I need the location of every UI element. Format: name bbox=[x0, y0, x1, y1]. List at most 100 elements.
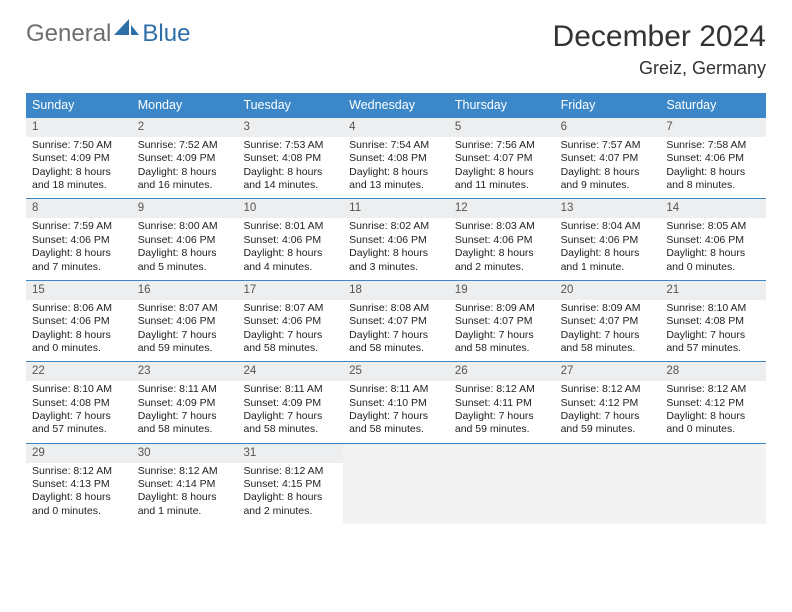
daylight-line1: Daylight: 8 hours bbox=[138, 247, 232, 260]
day-number: 27 bbox=[555, 362, 661, 381]
sunset-text: Sunset: 4:12 PM bbox=[561, 397, 655, 410]
sunset-text: Sunset: 4:07 PM bbox=[455, 152, 549, 165]
month-title: December 2024 bbox=[553, 20, 766, 54]
header: General Blue December 2024 Greiz, German… bbox=[26, 20, 766, 79]
dow-sunday: Sunday bbox=[26, 93, 132, 117]
day-number: 18 bbox=[343, 281, 449, 300]
day-number: 24 bbox=[237, 362, 343, 381]
sunrise-text: Sunrise: 8:02 AM bbox=[349, 220, 443, 233]
day-number: 11 bbox=[343, 199, 449, 218]
daylight-line2: and 58 minutes. bbox=[349, 423, 443, 436]
sunrise-text: Sunrise: 8:12 AM bbox=[666, 383, 760, 396]
logo-sail-icon bbox=[114, 17, 140, 37]
day-cell: 23Sunrise: 8:11 AMSunset: 4:09 PMDayligh… bbox=[132, 362, 238, 442]
day-number: 23 bbox=[132, 362, 238, 381]
daylight-line1: Daylight: 8 hours bbox=[666, 166, 760, 179]
daylight-line1: Daylight: 8 hours bbox=[243, 247, 337, 260]
sunrise-text: Sunrise: 8:01 AM bbox=[243, 220, 337, 233]
day-cell: 19Sunrise: 8:09 AMSunset: 4:07 PMDayligh… bbox=[449, 281, 555, 361]
daylight-line2: and 4 minutes. bbox=[243, 261, 337, 274]
day-body: Sunrise: 8:04 AMSunset: 4:06 PMDaylight:… bbox=[555, 218, 661, 280]
day-cell: 26Sunrise: 8:12 AMSunset: 4:11 PMDayligh… bbox=[449, 362, 555, 442]
day-cell bbox=[660, 444, 766, 524]
sunset-text: Sunset: 4:09 PM bbox=[138, 152, 232, 165]
daylight-line1: Daylight: 7 hours bbox=[666, 329, 760, 342]
daylight-line2: and 7 minutes. bbox=[32, 261, 126, 274]
day-cell: 6Sunrise: 7:57 AMSunset: 4:07 PMDaylight… bbox=[555, 118, 661, 198]
day-number: 19 bbox=[449, 281, 555, 300]
day-body: Sunrise: 8:08 AMSunset: 4:07 PMDaylight:… bbox=[343, 300, 449, 362]
day-body: Sunrise: 7:52 AMSunset: 4:09 PMDaylight:… bbox=[132, 137, 238, 199]
week-row: 15Sunrise: 8:06 AMSunset: 4:06 PMDayligh… bbox=[26, 280, 766, 361]
day-cell: 1Sunrise: 7:50 AMSunset: 4:09 PMDaylight… bbox=[26, 118, 132, 198]
day-number: 10 bbox=[237, 199, 343, 218]
daylight-line1: Daylight: 8 hours bbox=[32, 166, 126, 179]
sunset-text: Sunset: 4:13 PM bbox=[32, 478, 126, 491]
day-body: Sunrise: 7:57 AMSunset: 4:07 PMDaylight:… bbox=[555, 137, 661, 199]
sunrise-text: Sunrise: 8:09 AM bbox=[561, 302, 655, 315]
day-number: 3 bbox=[237, 118, 343, 137]
dow-wednesday: Wednesday bbox=[343, 93, 449, 117]
day-body: Sunrise: 8:02 AMSunset: 4:06 PMDaylight:… bbox=[343, 218, 449, 280]
day-cell: 3Sunrise: 7:53 AMSunset: 4:08 PMDaylight… bbox=[237, 118, 343, 198]
day-number bbox=[449, 444, 555, 463]
sunrise-text: Sunrise: 8:06 AM bbox=[32, 302, 126, 315]
dow-thursday: Thursday bbox=[449, 93, 555, 117]
sunset-text: Sunset: 4:06 PM bbox=[138, 234, 232, 247]
daylight-line2: and 1 minute. bbox=[138, 505, 232, 518]
day-body: Sunrise: 8:12 AMSunset: 4:14 PMDaylight:… bbox=[132, 463, 238, 525]
sunrise-text: Sunrise: 8:12 AM bbox=[455, 383, 549, 396]
sunrise-text: Sunrise: 7:56 AM bbox=[455, 139, 549, 152]
day-cell bbox=[555, 444, 661, 524]
daylight-line2: and 58 minutes. bbox=[455, 342, 549, 355]
sunrise-text: Sunrise: 7:59 AM bbox=[32, 220, 126, 233]
daylight-line1: Daylight: 7 hours bbox=[32, 410, 126, 423]
sunrise-text: Sunrise: 7:58 AM bbox=[666, 139, 760, 152]
sunset-text: Sunset: 4:06 PM bbox=[32, 234, 126, 247]
sunset-text: Sunset: 4:06 PM bbox=[243, 315, 337, 328]
day-number: 7 bbox=[660, 118, 766, 137]
day-body: Sunrise: 8:12 AMSunset: 4:12 PMDaylight:… bbox=[555, 381, 661, 443]
day-cell: 13Sunrise: 8:04 AMSunset: 4:06 PMDayligh… bbox=[555, 199, 661, 279]
day-cell: 14Sunrise: 8:05 AMSunset: 4:06 PMDayligh… bbox=[660, 199, 766, 279]
daylight-line1: Daylight: 8 hours bbox=[666, 247, 760, 260]
daylight-line2: and 14 minutes. bbox=[243, 179, 337, 192]
daylight-line1: Daylight: 7 hours bbox=[349, 410, 443, 423]
day-cell: 29Sunrise: 8:12 AMSunset: 4:13 PMDayligh… bbox=[26, 444, 132, 524]
sunrise-text: Sunrise: 8:07 AM bbox=[243, 302, 337, 315]
daylight-line2: and 0 minutes. bbox=[666, 261, 760, 274]
day-cell: 7Sunrise: 7:58 AMSunset: 4:06 PMDaylight… bbox=[660, 118, 766, 198]
day-body: Sunrise: 8:01 AMSunset: 4:06 PMDaylight:… bbox=[237, 218, 343, 280]
day-body: Sunrise: 8:10 AMSunset: 4:08 PMDaylight:… bbox=[26, 381, 132, 443]
day-cell: 12Sunrise: 8:03 AMSunset: 4:06 PMDayligh… bbox=[449, 199, 555, 279]
sunrise-text: Sunrise: 8:12 AM bbox=[561, 383, 655, 396]
daylight-line1: Daylight: 7 hours bbox=[243, 329, 337, 342]
day-body: Sunrise: 8:07 AMSunset: 4:06 PMDaylight:… bbox=[237, 300, 343, 362]
sunset-text: Sunset: 4:07 PM bbox=[561, 315, 655, 328]
daylight-line2: and 9 minutes. bbox=[561, 179, 655, 192]
day-body: Sunrise: 8:11 AMSunset: 4:10 PMDaylight:… bbox=[343, 381, 449, 443]
sunset-text: Sunset: 4:07 PM bbox=[349, 315, 443, 328]
day-cell: 5Sunrise: 7:56 AMSunset: 4:07 PMDaylight… bbox=[449, 118, 555, 198]
daylight-line1: Daylight: 8 hours bbox=[32, 491, 126, 504]
logo-text-blue: Blue bbox=[142, 20, 190, 48]
day-body bbox=[660, 463, 766, 521]
sunset-text: Sunset: 4:06 PM bbox=[32, 315, 126, 328]
day-number: 14 bbox=[660, 199, 766, 218]
day-body: Sunrise: 7:56 AMSunset: 4:07 PMDaylight:… bbox=[449, 137, 555, 199]
day-number: 21 bbox=[660, 281, 766, 300]
sunset-text: Sunset: 4:06 PM bbox=[138, 315, 232, 328]
daylight-line1: Daylight: 8 hours bbox=[243, 166, 337, 179]
daylight-line1: Daylight: 7 hours bbox=[455, 410, 549, 423]
day-number: 13 bbox=[555, 199, 661, 218]
day-body bbox=[449, 463, 555, 521]
sunset-text: Sunset: 4:06 PM bbox=[666, 234, 760, 247]
daylight-line1: Daylight: 7 hours bbox=[138, 410, 232, 423]
day-number bbox=[343, 444, 449, 463]
daylight-line2: and 58 minutes. bbox=[349, 342, 443, 355]
day-body: Sunrise: 8:10 AMSunset: 4:08 PMDaylight:… bbox=[660, 300, 766, 362]
day-number: 22 bbox=[26, 362, 132, 381]
daylight-line1: Daylight: 8 hours bbox=[138, 491, 232, 504]
day-cell bbox=[449, 444, 555, 524]
sunrise-text: Sunrise: 8:04 AM bbox=[561, 220, 655, 233]
